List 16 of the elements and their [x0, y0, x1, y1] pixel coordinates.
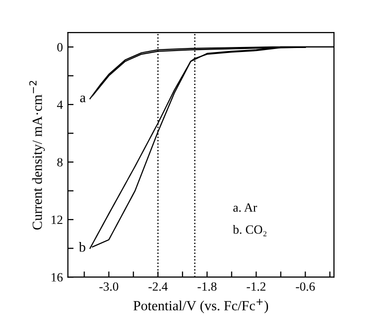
- annotation: a. Ar: [233, 203, 258, 212]
- x-tick-label: -1.8: [198, 282, 216, 291]
- y-tick-label: 16: [52, 273, 63, 282]
- y-tick-label: 4: [57, 100, 63, 109]
- annotation: a: [80, 96, 86, 102]
- x-tick-label: -0.6: [296, 282, 315, 291]
- y-tick-label: 0: [57, 43, 63, 52]
- x-tick-label: -1.2: [246, 282, 266, 291]
- y-tick-label: 12: [52, 216, 62, 224]
- x-tick-label: -3.0: [99, 282, 118, 291]
- x-axis-title: Potential/V (vs. Fc/Fc$^{+}$): [133, 298, 268, 314]
- y-tick-label: 8: [57, 158, 63, 166]
- y-axis-title: Current density/ mA·cm$^{−2}$: [29, 80, 45, 230]
- annotation: b. CO₂: [232, 224, 266, 236]
- x-tick-label: -2.4: [148, 282, 168, 291]
- annotation: b: [78, 242, 86, 252]
